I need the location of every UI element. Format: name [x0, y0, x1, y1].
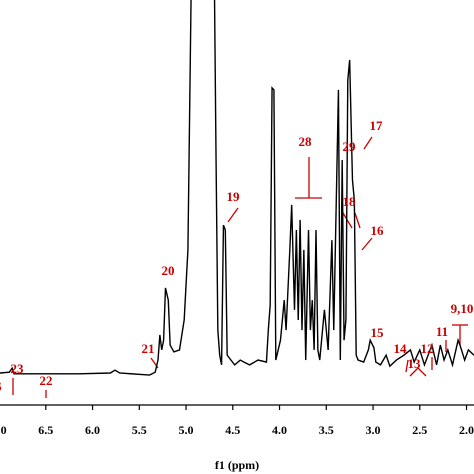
peak-label: 17: [370, 118, 384, 133]
x-tick-label: 3.5: [319, 423, 334, 437]
peak-label: 15: [371, 325, 385, 340]
x-tick-label: 7.0: [0, 423, 7, 437]
x-tick-label: 2.0: [459, 423, 474, 437]
peak-label: 22: [40, 373, 53, 388]
peak-label: 11: [436, 324, 448, 339]
peak-label: 14: [394, 341, 408, 356]
peak-label: 20: [162, 263, 175, 278]
peak-label: 18: [343, 194, 357, 209]
peak-label: 13: [408, 356, 422, 371]
peak-label: 9,10: [451, 301, 474, 316]
peak-label: 28: [299, 134, 313, 149]
peak-label: 16: [371, 223, 385, 238]
x-tick-label: 4.0: [272, 423, 287, 437]
annotation-markers: [12, 136, 468, 398]
x-tick-label: 6.5: [38, 423, 53, 437]
peak-label: 19: [227, 189, 241, 204]
x-axis-label: f1 (ppm): [215, 458, 259, 472]
x-tick-label: 5.5: [132, 423, 147, 437]
peak-label: 29: [343, 139, 357, 154]
peak-label: 23: [11, 361, 25, 376]
peak-label: 12: [421, 341, 434, 356]
x-tick-label: 4.5: [225, 423, 240, 437]
x-tick-label: 2.5: [412, 423, 427, 437]
peak-label: 26: [0, 379, 2, 394]
peak-label: 21: [142, 341, 155, 356]
x-tick-label: 6.0: [85, 423, 100, 437]
spectrum-line: [0, 0, 474, 376]
x-tick-label: 3.0: [366, 423, 381, 437]
x-tick-label: 5.0: [179, 423, 194, 437]
